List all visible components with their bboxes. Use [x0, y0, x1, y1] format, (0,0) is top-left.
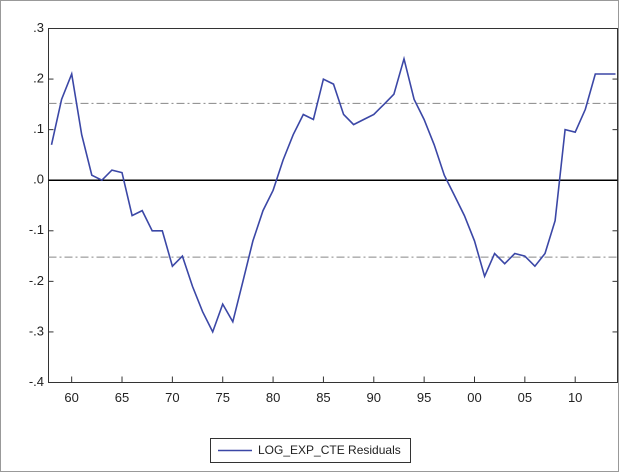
x-tick-label: 75 [215, 390, 229, 405]
x-tick-label: 80 [266, 390, 280, 405]
x-tick-label: 65 [115, 390, 129, 405]
y-tick-label: .3 [33, 20, 44, 35]
x-tick-label: 05 [518, 390, 532, 405]
legend-box [210, 438, 411, 463]
y-tick-label: -.2 [29, 273, 44, 288]
x-tick-label: 90 [367, 390, 381, 405]
y-tick-label: -.4 [29, 374, 44, 389]
plot-area [48, 28, 618, 383]
y-tick-label: -.3 [29, 323, 44, 338]
series-line [50, 55, 616, 334]
x-tick-label: 10 [568, 390, 582, 405]
x-tick-label: 85 [316, 390, 330, 405]
x-tick-label: 95 [417, 390, 431, 405]
y-tick-label: -.1 [29, 222, 44, 237]
x-tick-label: 70 [165, 390, 179, 405]
y-tick-label: .2 [33, 71, 44, 86]
x-tick-label: 00 [467, 390, 481, 405]
y-tick-label: .0 [33, 172, 44, 187]
legend-label: LOG_EXP_CTE Residuals [258, 443, 401, 457]
y-tick-label: .1 [33, 121, 44, 136]
x-tick-label: 60 [64, 390, 78, 405]
